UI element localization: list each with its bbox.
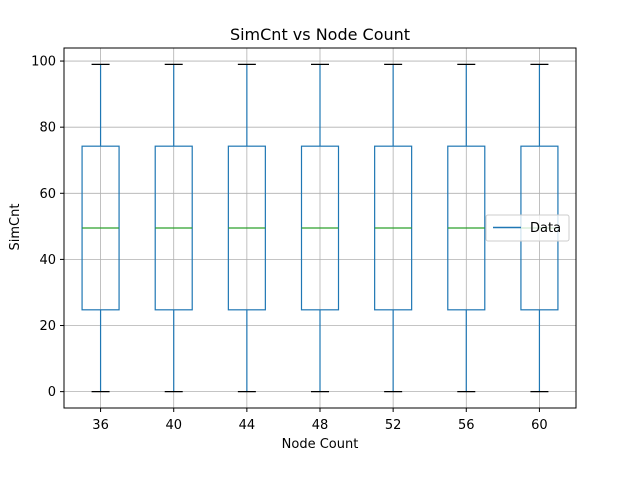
legend: Data (485, 214, 570, 242)
chart-title: SimCnt vs Node Count (230, 25, 410, 44)
legend-frame (485, 214, 570, 242)
box-44 (227, 63, 266, 393)
y-tick-label: 60 (39, 187, 56, 202)
x-tick-label: 48 (312, 418, 329, 433)
box-56 (447, 63, 486, 393)
x-tick-label: 44 (239, 418, 256, 433)
box-36 (81, 63, 120, 393)
y-tick-label: 40 (39, 253, 56, 268)
x-axis-label: Node Count (282, 437, 359, 452)
y-axis-label: SimCnt (8, 204, 23, 251)
legend-label-data: Data (530, 221, 561, 236)
y-tick-label: 100 (31, 55, 56, 70)
x-tick-label: 40 (165, 418, 182, 433)
box-48 (300, 63, 340, 393)
x-tick-label: 56 (458, 418, 475, 433)
y-tick-label: 80 (39, 121, 56, 136)
x-tick-label: 52 (385, 418, 402, 433)
axis-ticks: 0 20 40 60 80 100 36 40 44 48 52 56 60 (31, 55, 548, 433)
x-tick-label: 36 (92, 418, 109, 433)
box-40 (154, 63, 193, 393)
y-tick-label: 0 (48, 385, 56, 400)
x-tick-label: 60 (531, 418, 548, 433)
box-52 (374, 63, 413, 393)
y-tick-label: 20 (39, 319, 56, 334)
